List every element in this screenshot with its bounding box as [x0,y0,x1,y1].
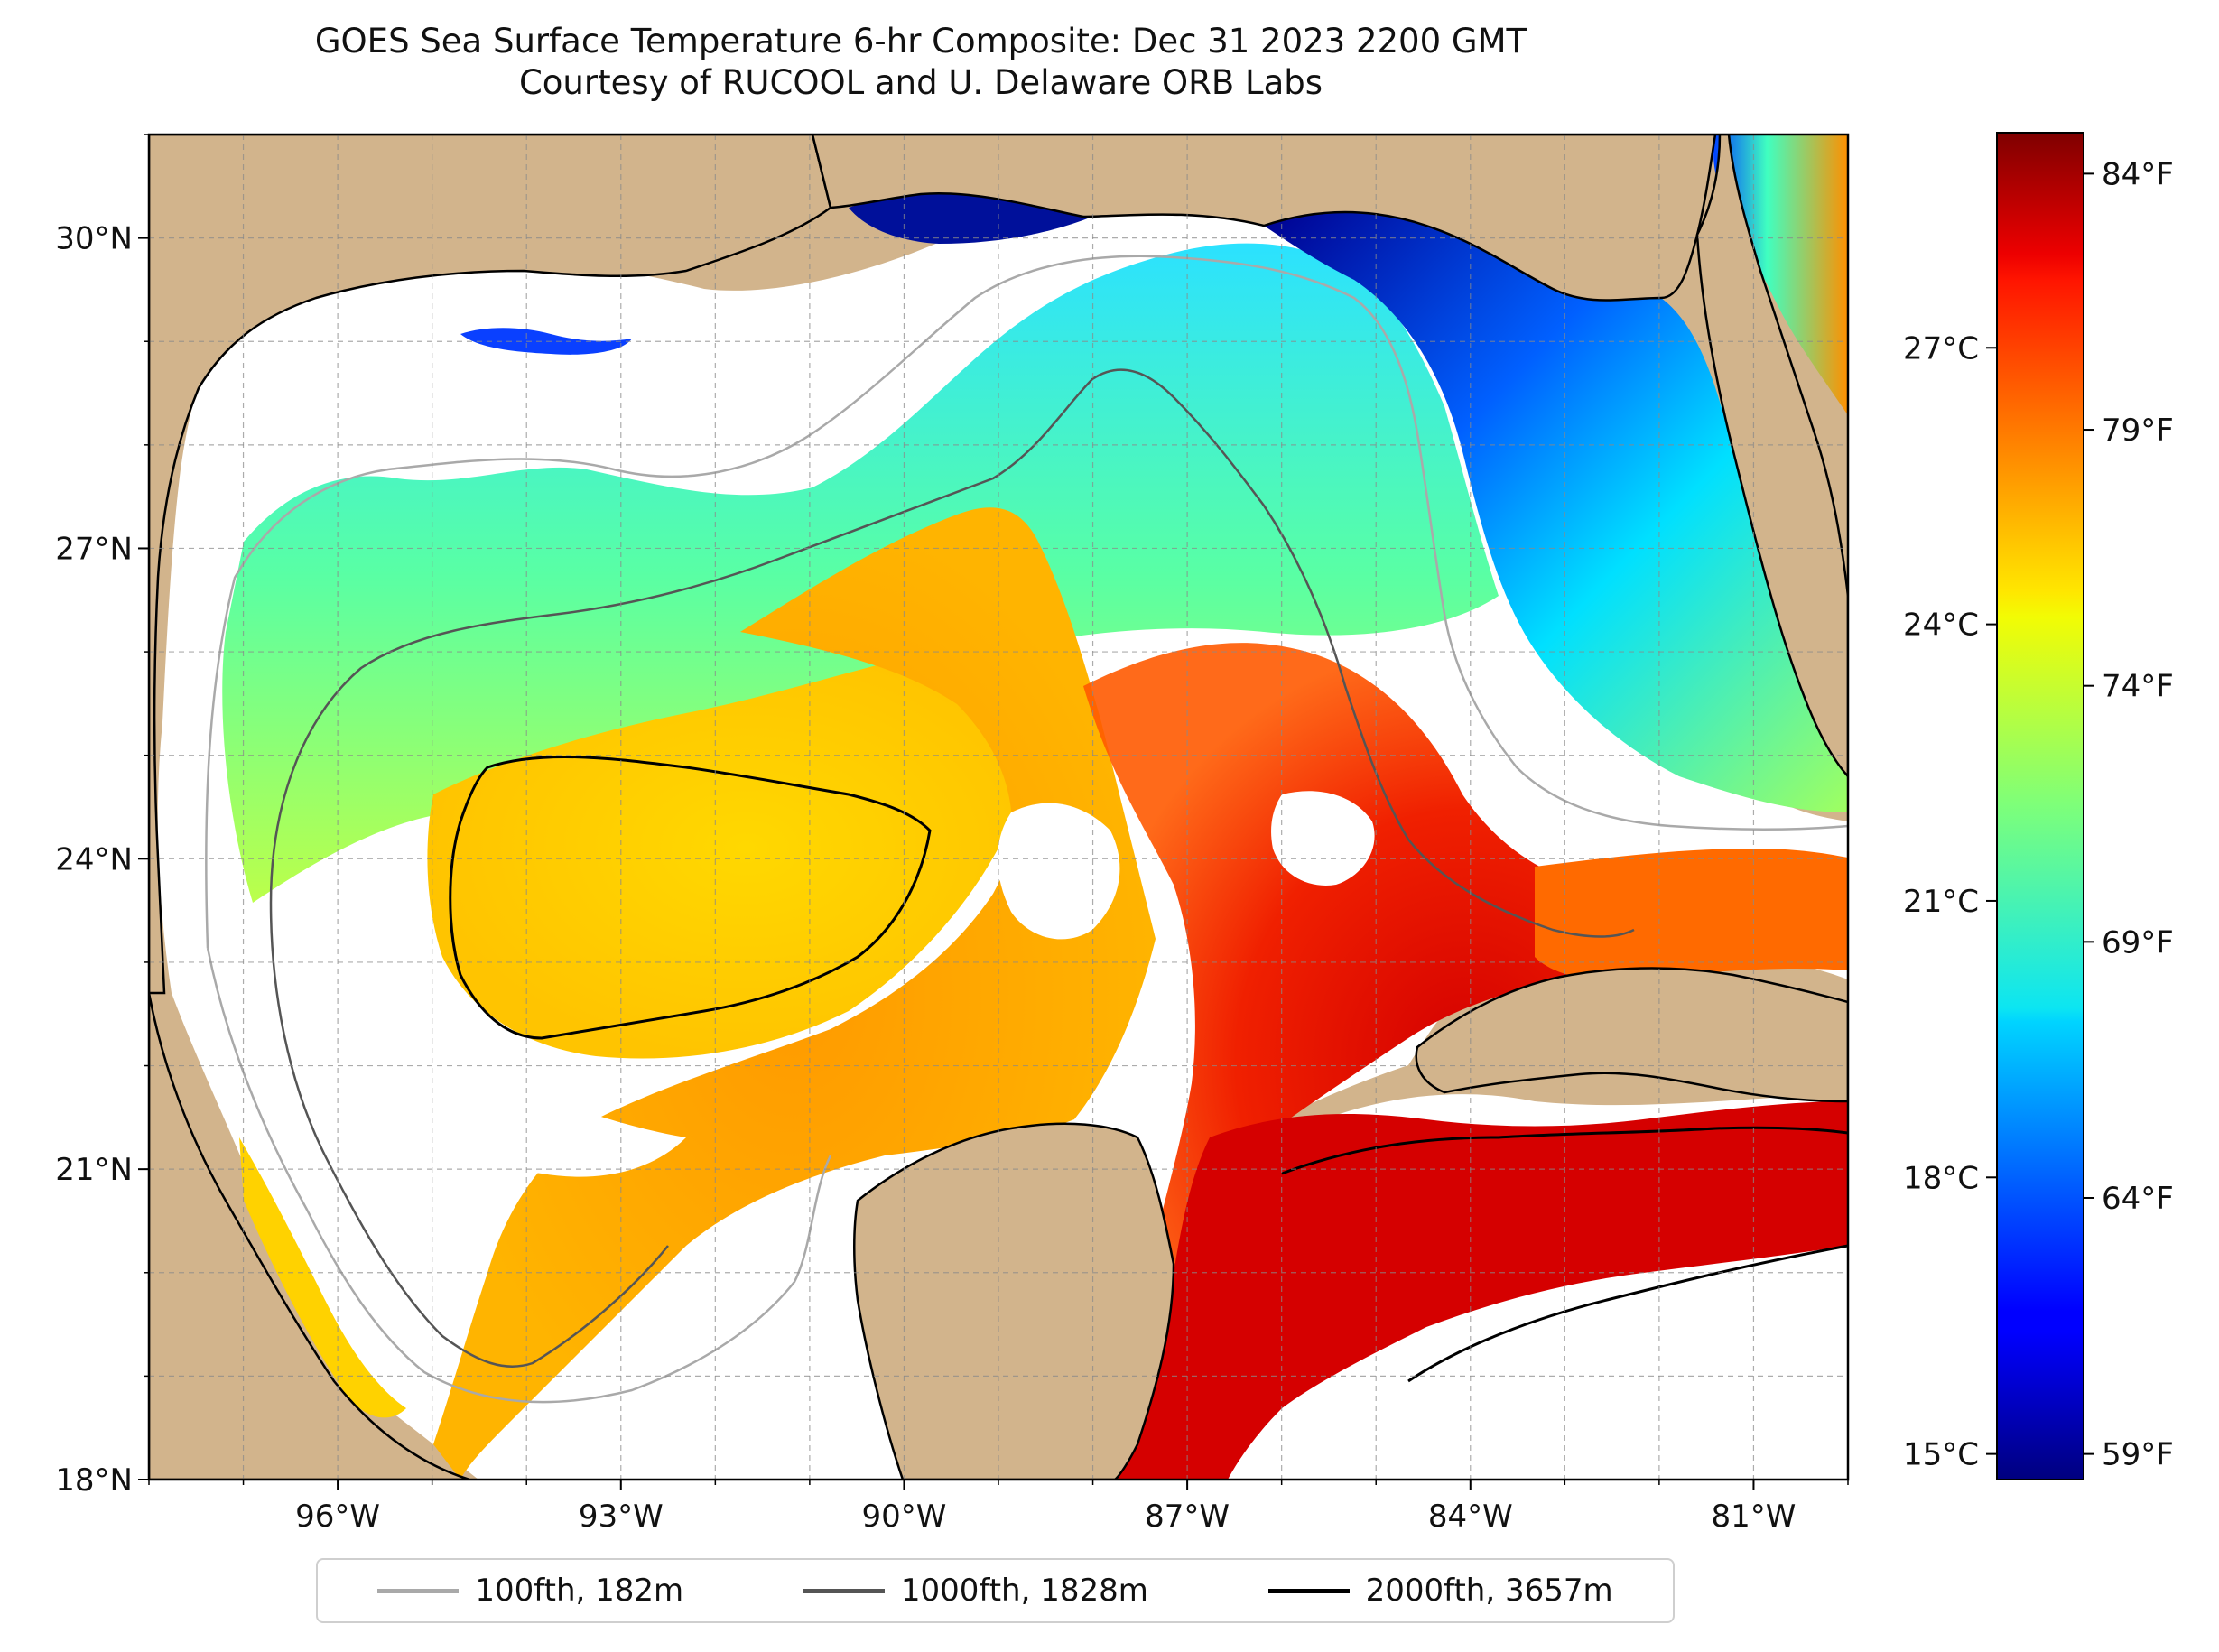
map-title: GOES Sea Surface Temperature 6-hr Compos… [314,22,1527,60]
map-gridlines [149,135,1848,1480]
legend-label-1000fth: 1000fth, 1828m [900,1573,1148,1609]
contour-100fth-west [206,947,832,1404]
colorbar-c-label: 27°C [1903,330,1979,367]
sst-caribbean-red [1106,1101,1848,1480]
lat-tick-label: 18°N [55,1462,133,1499]
sst-straits-orange [1535,849,1848,981]
nodata-hole-se [1354,1298,1848,1480]
contour-2000fth-caribbean [1281,1126,1848,1175]
contour-1000fth [269,368,1635,938]
lon-tick-label: 87°W [1145,1499,1230,1535]
colorbar-f-label: 69°F [2102,924,2174,961]
colorbar-c-label: 15°C [1903,1437,1979,1473]
nodata-north-coast [218,271,1002,524]
legend-label-100fth: 100fth, 182m [475,1573,684,1609]
colorbar-c-label: 18°C [1903,1160,1979,1196]
legend-swatch-2000fth [1267,1588,1350,1593]
lon-tick-label: 93°W [579,1499,664,1535]
land-us-gulf-coast [811,135,1717,302]
legend-item-2000fth: 2000fth, 3657m [1267,1573,1613,1609]
lat-tick-label: 30°N [55,221,133,257]
lon-tick-label: 96°W [295,1499,380,1535]
sst-central-yellow [427,637,1065,1059]
sst-atlantic-strip [1713,135,1848,415]
colorbar-ticks: 59°F 64°F 69°F 74°F 79°F 84°F 15°C 18°C 21°C 24°C… [1903,156,2174,1472]
land-mexico-sw [149,992,470,1480]
land-cuba [1415,967,1848,1103]
colorbar-f-label: 59°F [2102,1437,2174,1473]
colorbar-f-label: 64°F [2102,1181,2174,1217]
legend-swatch-1000fth [803,1588,885,1593]
colorbar-c-label: 24°C [1903,608,1979,644]
contour-1000fth-west [269,902,669,1368]
contour-2000fth [449,755,932,1040]
lat-tick-label: 21°N [55,1152,133,1188]
nodata-hole-east [1271,791,1375,886]
sst-florida-shelf [1264,212,1848,812]
lon-tick-label: 84°W [1428,1499,1513,1535]
sst-central-orange [433,507,1156,1480]
colorbar-c-label: 21°C [1903,884,1979,920]
legend-swatch-100fth [377,1588,460,1593]
nodata-hole-west [271,967,686,1177]
lat-tick-label: 24°N [55,841,133,877]
legend-item-1000fth: 1000fth, 1828m [803,1573,1148,1609]
lat-tick-label: 27°N [55,531,133,567]
contour-2000fth-caribbean-s [1407,1244,1848,1383]
land-yucatan [853,1122,1175,1480]
legend-item-100fth: 100fth, 182m [377,1573,683,1609]
legend-label-2000fth: 2000fth, 3657m [1365,1573,1613,1609]
map-axis-ticks: 96°W 93°W 90°W 87°W 84°W 81°W 30°N 27°N 24°N 21°N… [55,134,1849,1535]
map-subtitle: Courtesy of RUCOOL and U. Delaware ORB L… [518,63,1323,102]
land-texas-coast [149,135,832,995]
colorbar-f-label: 74°F [2102,669,2174,705]
land-florida-peninsula [1695,135,1848,778]
lon-tick-label: 90°W [861,1499,946,1535]
colorbar-scale [1996,132,2084,1480]
bathymetry-legend: 100fth, 182m 1000fth, 1828m 2000fth, 365… [316,1558,1675,1623]
nodata-hole-yucatan [998,803,1120,940]
colorbar-f-label: 84°F [2102,156,2174,192]
lon-tick-label: 81°W [1711,1499,1796,1535]
colorbar-f-label: 79°F [2102,413,2174,449]
contour-100fth [205,255,1848,949]
